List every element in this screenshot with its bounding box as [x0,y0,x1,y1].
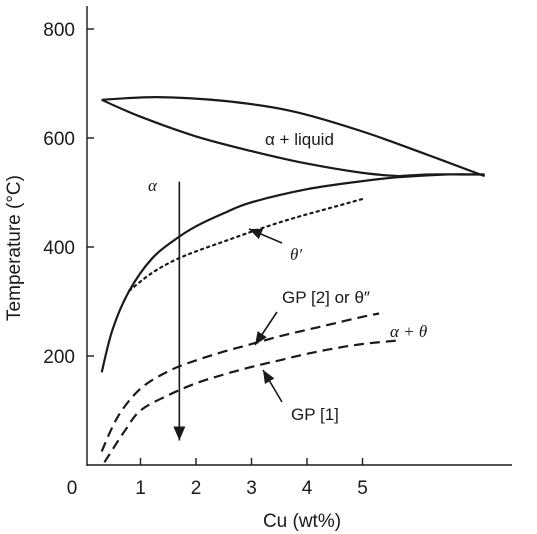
theta-prime-arrow-head [249,229,264,240]
label-gp1: GP [1] [291,405,339,424]
ticks: 200 400 600 800 0 1 2 3 4 5 [43,20,367,499]
y-axis-label: Temperature (°C) [4,175,25,321]
alpha-solvus-curve [100,173,485,373]
y-tick-label-800: 800 [43,20,75,41]
axes [86,6,512,466]
x-tick-label-2: 2 [191,478,202,499]
x-tick-label-3: 3 [246,478,257,499]
label-alpha: α [148,176,158,195]
label-gp2: GP [2] or θ″ [282,288,370,307]
gp1-arrow-head [263,370,275,384]
x-tick-label-1: 1 [135,478,146,499]
liquidus-curve [101,95,485,178]
phase-boundaries [100,95,485,463]
y-tick-label-400: 400 [43,238,75,259]
gp1-solvus-curve [103,339,396,463]
annotations: α + liquid α θ′ GP [2] or θ″ α + θ GP [1] [148,130,427,441]
gp2-arrow-head [255,331,267,345]
x-tick-label-4: 4 [302,478,313,499]
label-theta-prime: θ′ [290,245,302,264]
y-tick-label-600: 600 [43,129,75,150]
x-axis-label: Cu (wt%) [263,511,341,532]
label-alpha-liquid: α + liquid [265,130,334,149]
composition-arrowhead [173,426,186,441]
theta-prime-solvus-curve [128,197,364,292]
gp2-solvus-curve [100,312,380,452]
solidus-curve [101,98,399,178]
label-alpha-theta: α + θ [390,322,427,341]
x-tick-label-5: 5 [357,478,368,499]
x-tick-label-0: 0 [67,478,78,499]
y-tick-label-200: 200 [43,347,75,368]
